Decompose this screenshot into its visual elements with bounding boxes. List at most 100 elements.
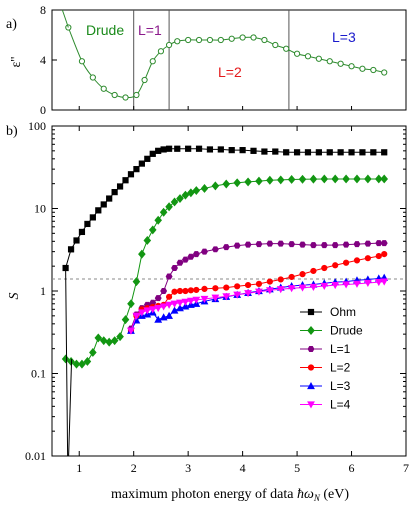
epsilon-point bbox=[174, 38, 181, 45]
data-point bbox=[304, 149, 312, 156]
series-l4 bbox=[127, 278, 389, 335]
data-point bbox=[331, 242, 339, 249]
data-point bbox=[310, 267, 317, 275]
data-point bbox=[165, 311, 173, 319]
data-point bbox=[353, 257, 361, 264]
panel-b-xtick-label: 7 bbox=[403, 461, 409, 475]
data-point bbox=[342, 259, 350, 266]
panel-b-ytick-label: 100 bbox=[28, 119, 46, 133]
data-point bbox=[288, 241, 296, 248]
data-point bbox=[332, 262, 339, 269]
epsilon-point bbox=[359, 65, 366, 72]
epsilon-point bbox=[261, 36, 268, 44]
data-point bbox=[193, 286, 200, 294]
epsilon-point bbox=[250, 34, 257, 41]
data-point bbox=[176, 299, 184, 307]
legend-item: L=2 bbox=[300, 361, 351, 375]
data-point bbox=[181, 190, 190, 200]
data-point bbox=[206, 146, 214, 153]
data-point bbox=[222, 244, 230, 251]
epsilon-curve-extension bbox=[61, 9, 69, 28]
data-point bbox=[309, 283, 318, 291]
legend-item: L=3 bbox=[300, 379, 351, 393]
data-point bbox=[94, 333, 103, 343]
data-point bbox=[299, 271, 306, 278]
series-l1 bbox=[127, 240, 388, 332]
epsilon-point bbox=[348, 63, 355, 70]
data-point bbox=[78, 228, 86, 236]
data-point bbox=[61, 354, 70, 364]
epsilon-point bbox=[149, 58, 156, 65]
series-ohm bbox=[62, 145, 388, 272]
data-point bbox=[138, 249, 146, 259]
panel-b-xtick-label: 5 bbox=[294, 461, 300, 475]
data-point bbox=[233, 291, 242, 299]
data-point bbox=[201, 285, 208, 293]
region-label-drude: Drude bbox=[86, 22, 124, 38]
epsilon-point bbox=[283, 45, 290, 52]
data-point bbox=[186, 297, 195, 305]
panel-b-xtick-label: 2 bbox=[131, 461, 137, 475]
legend-marker bbox=[307, 346, 315, 352]
data-point bbox=[287, 174, 296, 184]
panel-a-ytick-label: 0 bbox=[40, 103, 46, 117]
legend-item: Ohm bbox=[300, 305, 356, 319]
data-point bbox=[331, 281, 340, 290]
data-point bbox=[244, 281, 252, 289]
data-point bbox=[223, 284, 230, 291]
legend-label: L=2 bbox=[330, 361, 351, 375]
data-point bbox=[353, 174, 361, 184]
data-point bbox=[149, 150, 156, 157]
data-point bbox=[320, 282, 329, 291]
panel-b-xtick-label: 6 bbox=[349, 461, 355, 475]
series-drude bbox=[61, 174, 389, 369]
epsilon-point bbox=[185, 36, 192, 44]
region-label-l3: L=3 bbox=[332, 29, 356, 45]
epsilon-point bbox=[304, 53, 312, 60]
data-point bbox=[154, 295, 162, 302]
data-point bbox=[211, 181, 220, 191]
data-point bbox=[143, 307, 152, 315]
data-point bbox=[159, 207, 168, 217]
data-point bbox=[160, 146, 167, 153]
data-point bbox=[110, 336, 119, 346]
data-point bbox=[187, 188, 195, 198]
data-point bbox=[185, 145, 192, 152]
data-point bbox=[154, 215, 162, 225]
data-point bbox=[353, 241, 361, 248]
epsilon-point bbox=[133, 91, 140, 99]
data-point bbox=[89, 214, 96, 221]
data-point bbox=[272, 148, 279, 155]
panel-a-label: a) bbox=[6, 17, 17, 32]
data-point bbox=[320, 242, 328, 249]
epsilon-point bbox=[239, 34, 246, 41]
data-point bbox=[255, 241, 263, 248]
data-point bbox=[374, 174, 383, 184]
data-point bbox=[364, 255, 371, 262]
panel-b-ytick-label: 10 bbox=[34, 202, 46, 216]
data-point bbox=[239, 147, 246, 154]
ohm-dip-line bbox=[65, 267, 73, 457]
data-point bbox=[309, 242, 317, 249]
data-point bbox=[200, 295, 209, 304]
data-point bbox=[155, 147, 162, 154]
epsilon-point bbox=[326, 58, 333, 65]
data-point bbox=[83, 356, 92, 366]
data-point bbox=[342, 281, 350, 289]
data-point bbox=[321, 264, 328, 272]
data-point bbox=[364, 174, 372, 184]
data-point bbox=[127, 327, 135, 335]
data-point bbox=[309, 174, 318, 184]
data-point bbox=[375, 240, 383, 247]
legend-marker bbox=[307, 326, 315, 335]
data-point bbox=[222, 179, 231, 189]
data-point bbox=[277, 276, 284, 283]
data-point bbox=[363, 279, 372, 288]
legend-item: L=1 bbox=[300, 342, 351, 356]
data-point bbox=[266, 175, 274, 185]
data-point bbox=[217, 146, 224, 153]
data-point bbox=[73, 237, 80, 244]
data-point bbox=[148, 225, 157, 235]
data-point bbox=[133, 166, 140, 173]
